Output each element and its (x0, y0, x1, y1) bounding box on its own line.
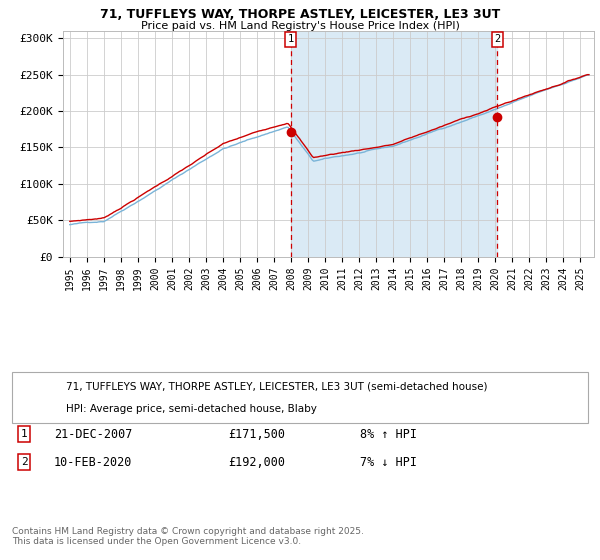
Text: 2: 2 (20, 457, 28, 467)
Text: £192,000: £192,000 (228, 455, 285, 469)
Text: 71, TUFFLEYS WAY, THORPE ASTLEY, LEICESTER, LE3 3UT (semi-detached house): 71, TUFFLEYS WAY, THORPE ASTLEY, LEICEST… (66, 381, 487, 391)
Text: 2: 2 (494, 34, 500, 44)
Text: 1: 1 (20, 429, 28, 439)
Text: 1: 1 (287, 34, 293, 44)
Text: Price paid vs. HM Land Registry's House Price Index (HPI): Price paid vs. HM Land Registry's House … (140, 21, 460, 31)
Text: Contains HM Land Registry data © Crown copyright and database right 2025.
This d: Contains HM Land Registry data © Crown c… (12, 526, 364, 546)
Text: 10-FEB-2020: 10-FEB-2020 (54, 455, 133, 469)
Text: 21-DEC-2007: 21-DEC-2007 (54, 427, 133, 441)
Text: 71, TUFFLEYS WAY, THORPE ASTLEY, LEICESTER, LE3 3UT: 71, TUFFLEYS WAY, THORPE ASTLEY, LEICEST… (100, 8, 500, 21)
Bar (290, 31, 497, 256)
Text: 7% ↓ HPI: 7% ↓ HPI (360, 455, 417, 469)
Text: 8% ↑ HPI: 8% ↑ HPI (360, 427, 417, 441)
Text: £171,500: £171,500 (228, 427, 285, 441)
Text: HPI: Average price, semi-detached house, Blaby: HPI: Average price, semi-detached house,… (66, 404, 317, 414)
